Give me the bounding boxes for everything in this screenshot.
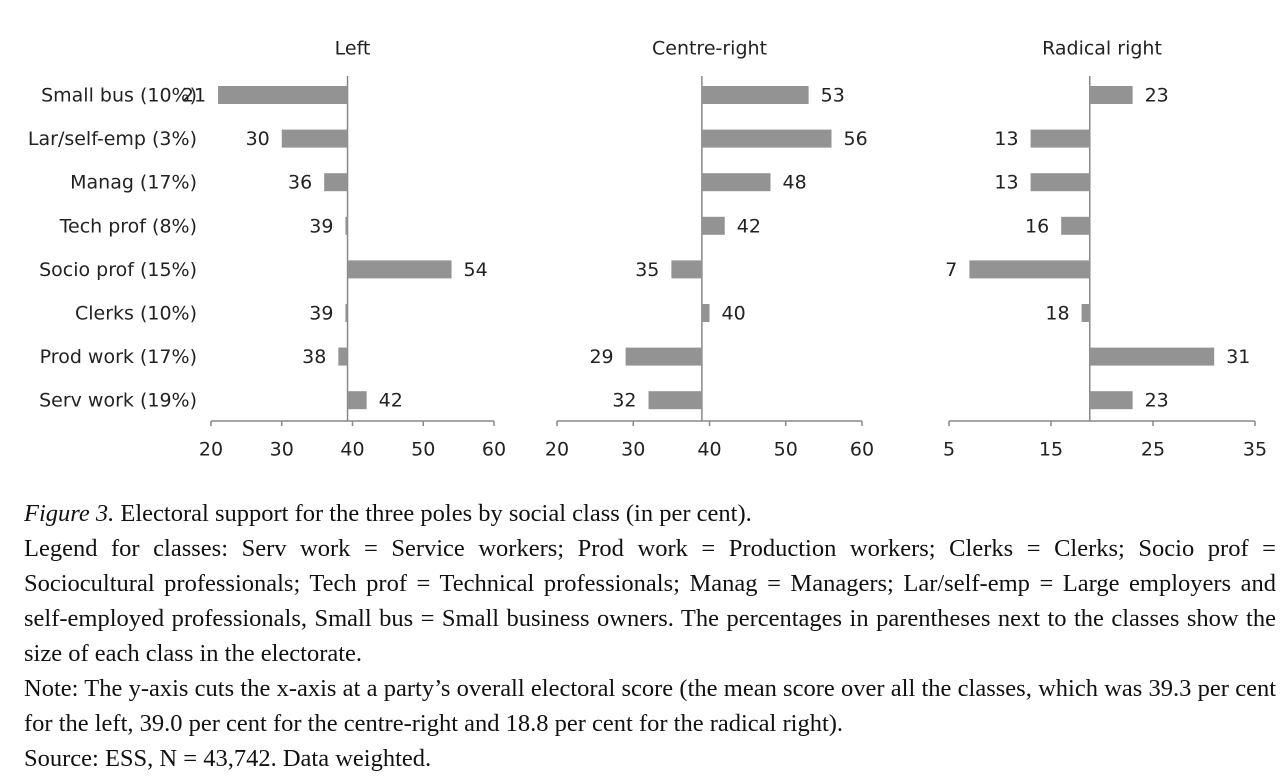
value-label: 23 [1145, 390, 1169, 412]
bar [347, 391, 367, 410]
bar [1030, 173, 1090, 192]
category-label: Clerks (10%) [75, 303, 197, 325]
category-label: Socio prof (15%) [39, 259, 197, 281]
value-label: 35 [635, 259, 659, 281]
caption-title-line: Figure 3. Electoral support for the thre… [24, 496, 1276, 531]
x-tick-label: 30 [270, 439, 294, 461]
bar [648, 391, 702, 410]
x-tick-label: 40 [697, 439, 721, 461]
chart: Left 20 30 40 50 60 21 30 36 39 54 39 38 42 Centre-rig… [28, 38, 1267, 461]
x-tick-label: 20 [545, 439, 569, 461]
bar [701, 173, 771, 192]
bar [701, 216, 725, 235]
x-tick-label: 50 [774, 439, 798, 461]
bar [347, 260, 452, 279]
x-tick-label: 35 [1243, 439, 1267, 461]
figure-title: Electoral support for the three poles by… [120, 500, 752, 527]
value-label: 29 [589, 346, 613, 368]
bar [701, 86, 809, 104]
bar [345, 304, 348, 322]
x-tick-label: 25 [1141, 439, 1165, 461]
x-tick-label: 50 [411, 439, 435, 461]
bar [1089, 86, 1133, 104]
bar [338, 347, 348, 366]
value-label: 30 [246, 128, 270, 150]
value-label: 53 [821, 85, 845, 107]
value-label: 39 [309, 303, 333, 325]
category-label: Serv work (19%) [39, 390, 197, 412]
caption: Figure 3. Electoral support for the thre… [24, 496, 1276, 776]
x-tick-label: 40 [340, 439, 364, 461]
bar [324, 173, 348, 192]
value-label: 42 [737, 215, 761, 237]
value-label: 7 [945, 259, 957, 281]
panel-title: Centre-right [652, 38, 767, 60]
value-label: 31 [1226, 346, 1250, 368]
bar [218, 86, 348, 104]
bar [1089, 391, 1133, 410]
value-label: 13 [994, 128, 1018, 150]
value-label: 42 [379, 390, 403, 412]
note-text: Note: The y-axis cuts the x-axis at a pa… [24, 675, 1276, 737]
legend-text: Legend for classes: Serv work = Service … [24, 535, 1276, 667]
value-label: 56 [844, 128, 868, 150]
bar [1081, 304, 1090, 322]
bar [1030, 129, 1090, 148]
category-label: Prod work (17%) [40, 346, 197, 368]
source-text: Source: ESS, N = 43,742. Data weighted. [24, 745, 432, 772]
bar [671, 260, 702, 279]
bar [281, 129, 348, 148]
value-label: 39 [309, 215, 333, 237]
value-label: 13 [994, 172, 1018, 194]
value-label: 16 [1025, 215, 1049, 237]
bar [625, 347, 702, 366]
x-tick-label: 60 [850, 439, 874, 461]
value-label: 32 [612, 390, 636, 412]
panel-title: Radical right [1042, 38, 1162, 60]
bar [1089, 347, 1215, 366]
bar [701, 304, 710, 322]
bar [1061, 216, 1090, 235]
category-label: Manag (17%) [70, 172, 197, 194]
category-label: Lar/self-emp (3%) [28, 128, 197, 150]
x-tick-label: 30 [621, 439, 645, 461]
figure-label: Figure 3. [24, 500, 115, 527]
bar [345, 216, 348, 235]
value-label: 21 [182, 85, 206, 107]
category-label: Tech prof (8%) [59, 215, 197, 237]
bar [969, 260, 1090, 279]
value-label: 18 [1045, 303, 1069, 325]
panel-title: Left [335, 38, 371, 60]
value-label: 54 [464, 259, 488, 281]
x-tick-label: 60 [482, 439, 506, 461]
category-label: Small bus (10%) [41, 85, 197, 107]
x-tick-label: 5 [943, 439, 955, 461]
value-label: 40 [722, 303, 746, 325]
x-tick-label: 20 [199, 439, 223, 461]
value-label: 48 [783, 172, 807, 194]
value-label: 23 [1145, 85, 1169, 107]
x-tick-label: 15 [1039, 439, 1063, 461]
value-label: 36 [288, 172, 312, 194]
value-label: 38 [302, 346, 326, 368]
bar [701, 129, 832, 148]
